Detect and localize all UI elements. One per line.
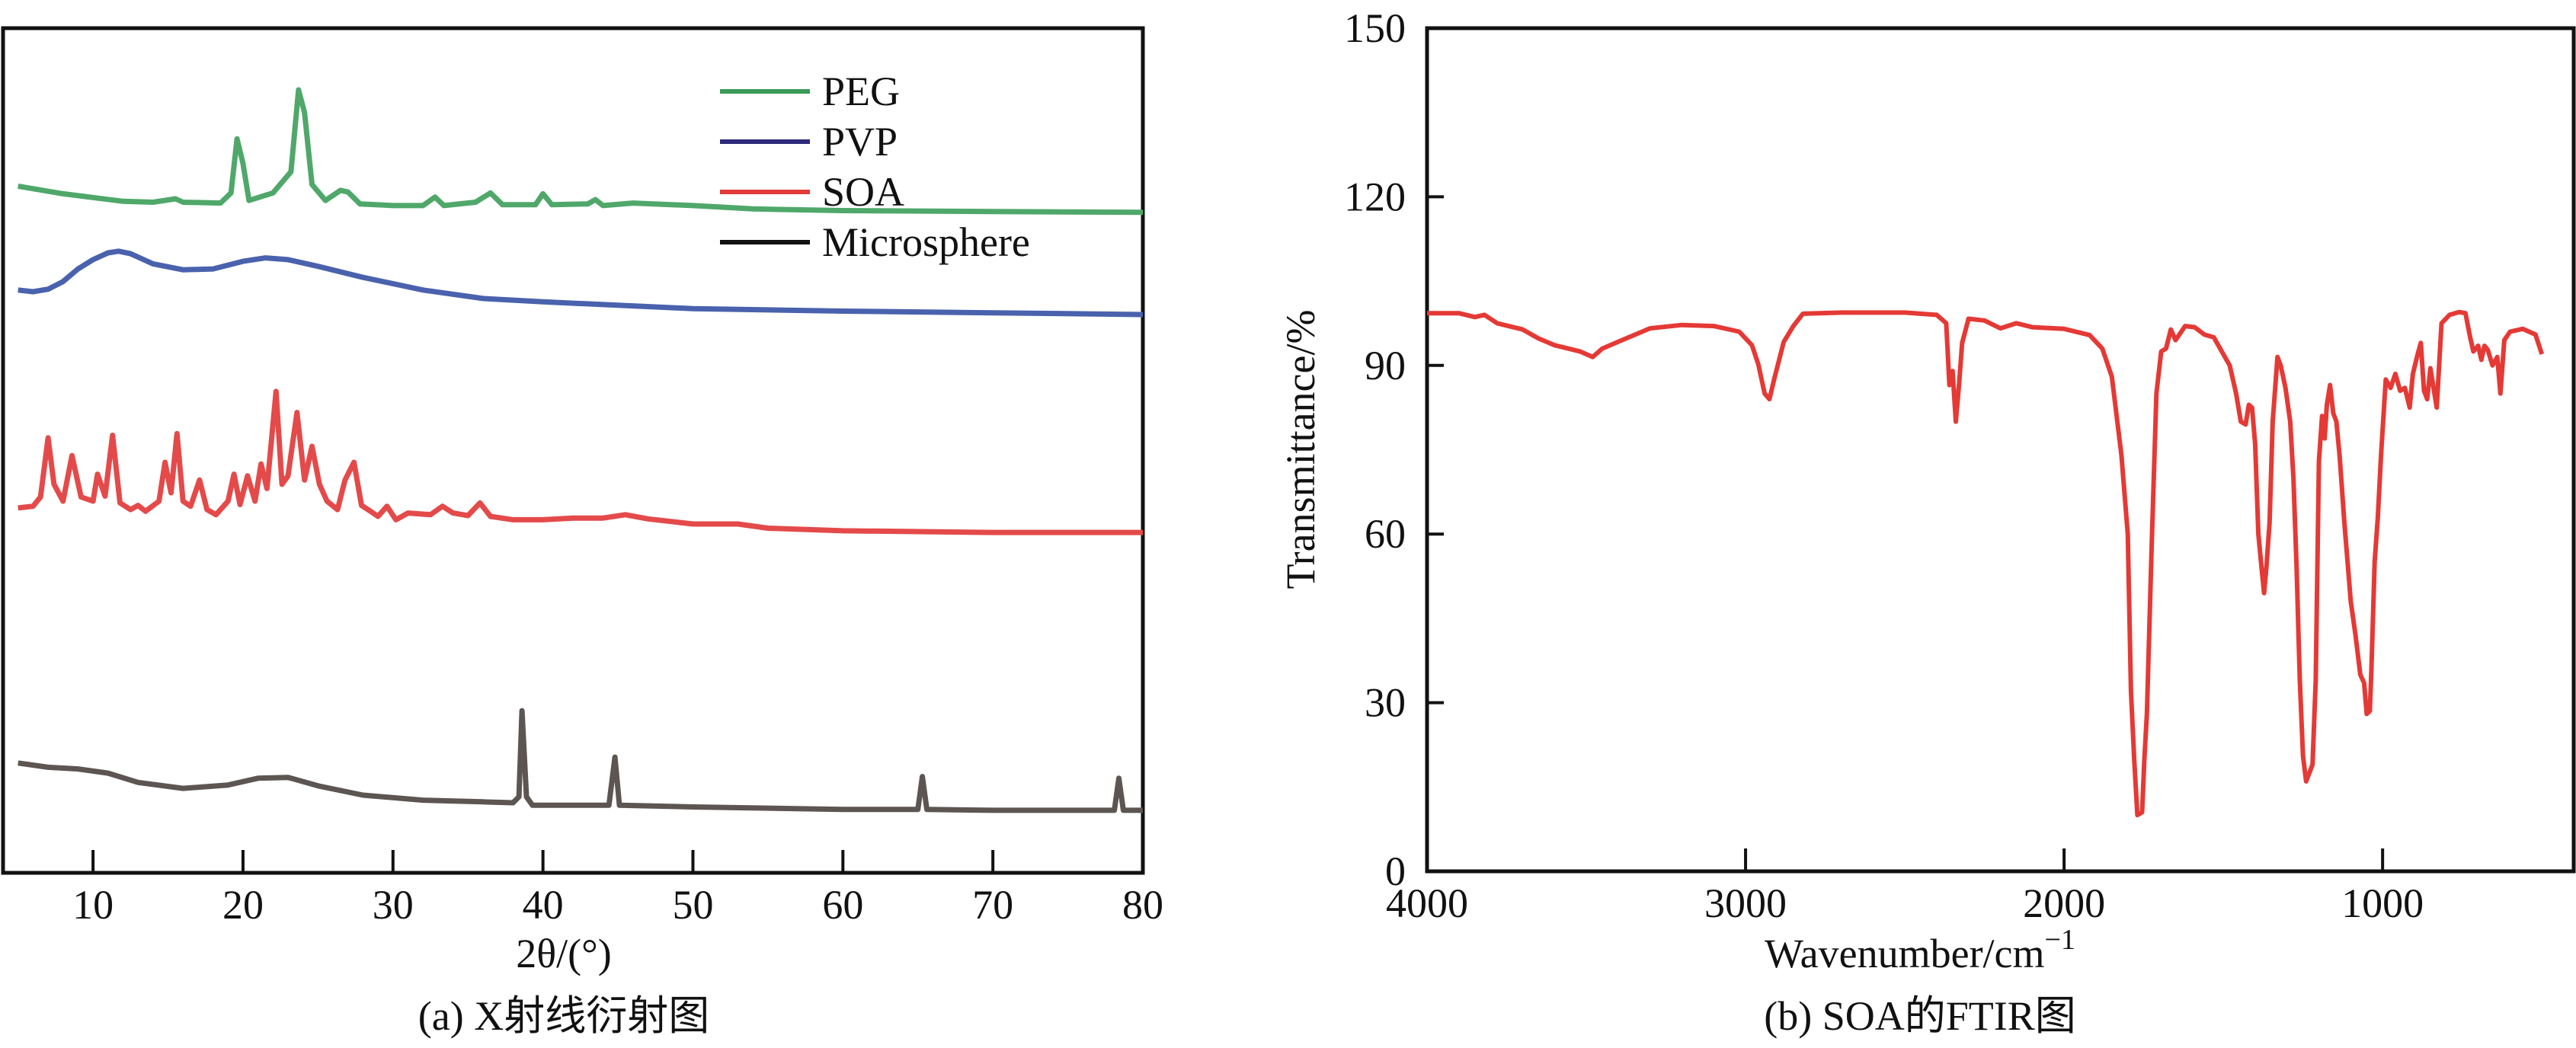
ftir-series-group — [1427, 309, 2545, 818]
xrd-series-peg — [18, 87, 1144, 216]
xrd-x-tick-label: 10 — [72, 882, 114, 928]
xrd-x-axis-title: 2θ/(°) — [516, 931, 611, 976]
xrd-series-microsphere — [18, 708, 1143, 813]
legend-label-pvp: PVP — [822, 119, 898, 165]
ftir-series-soa — [1427, 309, 2545, 818]
ftir-y-tick-label: 120 — [1344, 174, 1406, 219]
ftir-y-tick-label: 60 — [1365, 511, 1406, 557]
ftir-x-tick-label: 4000 — [1386, 880, 1468, 926]
xrd-x-tick-label: 20 — [222, 882, 264, 928]
xrd-x-tick-label: 80 — [1122, 882, 1163, 928]
ftir-x-axis-title: Wavenumber/cm−1 — [1765, 924, 2075, 976]
ftir-panel: 4000 3000 2000 1000 0 30 60 90 120 150 Wavenumbe… — [1278, 5, 2576, 1039]
ftir-plot-frame — [1425, 26, 2576, 874]
ftir-x-axis-title-superscript: −1 — [2045, 924, 2075, 956]
ftir-x-tick-label: 1000 — [2341, 880, 2424, 926]
ftir-y-tick-label: 30 — [1365, 680, 1406, 726]
ftir-y-ticks: 0 30 60 90 120 150 — [1344, 5, 1444, 894]
legend-label-microsphere: Microsphere — [822, 219, 1030, 265]
ftir-y-tick-label: 90 — [1365, 343, 1406, 388]
legend-label-soa: SOA — [822, 169, 904, 215]
xrd-x-tick-label: 50 — [672, 882, 713, 928]
legend-label-peg: PEG — [822, 69, 900, 114]
ftir-x-ticks: 4000 3000 2000 1000 — [1386, 848, 2424, 926]
xrd-caption: (a) X射线衍射图 — [418, 993, 709, 1039]
xrd-series-soa — [18, 388, 1143, 535]
xrd-x-tick-label: 30 — [373, 882, 414, 928]
ftir-y-tick-label: 0 — [1385, 848, 1406, 894]
ftir-caption: (b) SOA的FTIR图 — [1764, 993, 2076, 1039]
xrd-series-pvp — [18, 248, 1144, 318]
ftir-x-tick-label: 3000 — [1704, 880, 1787, 926]
xrd-x-tick-label: 40 — [523, 882, 564, 928]
ftir-y-axis-title: Transmittance/% — [1278, 310, 1323, 590]
xrd-x-tick-label: 60 — [822, 882, 863, 928]
ftir-x-tick-label: 2000 — [2023, 880, 2105, 926]
ftir-x-axis-title-main: Wavenumber/cm — [1765, 931, 2045, 976]
xrd-series-group — [18, 87, 1144, 813]
xrd-plot-frame — [1, 26, 1145, 875]
xrd-x-ticks: 10 20 30 40 50 60 70 80 — [72, 850, 1163, 928]
xrd-x-tick-label: 70 — [972, 882, 1013, 928]
ftir-y-tick-label: 150 — [1344, 5, 1406, 51]
